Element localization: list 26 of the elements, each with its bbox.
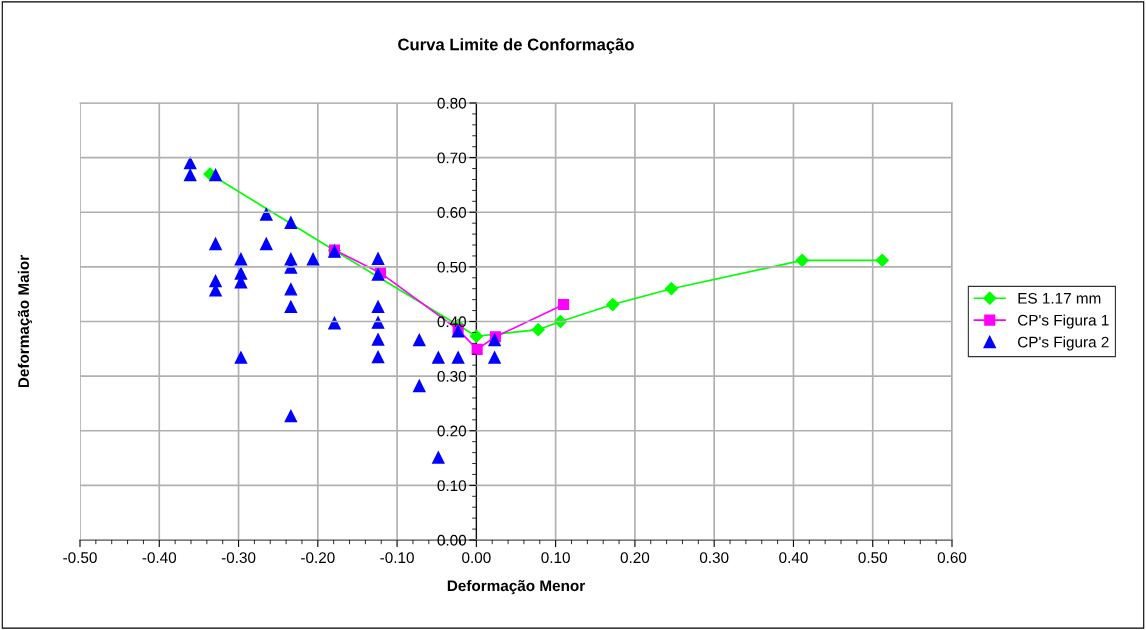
x-tick-label: 0.10 xyxy=(541,552,570,564)
y-tick-label: 0.30 xyxy=(437,370,467,382)
y-tick-label: 0.80 xyxy=(437,97,467,109)
x-tick-label: -0.50 xyxy=(63,552,97,564)
x-tick-label: 0.50 xyxy=(858,552,887,564)
legend-label: CP's Figura 1 xyxy=(1018,314,1109,329)
y-tick-label: 0.60 xyxy=(437,207,467,218)
x-tick-label: -0.20 xyxy=(301,552,335,564)
x-tick-label: -0.40 xyxy=(142,552,177,564)
x-tick-label: 0.60 xyxy=(937,552,967,564)
chart-title: Curva Limite de Conformação xyxy=(398,38,634,54)
y-tick-label: 0.00 xyxy=(437,534,467,546)
y-tick-label: 0.70 xyxy=(437,152,467,164)
x-tick-label: -0.10 xyxy=(380,552,414,564)
x-tick-label: 0.30 xyxy=(699,552,729,564)
x-tick-label: 0.40 xyxy=(779,552,808,564)
y-tick-label: 0.20 xyxy=(437,425,467,437)
legend-label: CP's Figura 2 xyxy=(1018,336,1109,351)
y-axis-title: Deformação Maior xyxy=(17,255,33,388)
y-tick-label: 0.10 xyxy=(437,480,467,492)
legend-label: ES 1.17 mm xyxy=(1018,292,1101,304)
x-axis-title: Deformação Menor xyxy=(447,579,585,595)
x-tick-label: 0.00 xyxy=(462,552,491,564)
y-tick-label: 0.50 xyxy=(437,261,467,273)
x-tick-label: 0.20 xyxy=(620,552,650,564)
x-tick-label: -0.30 xyxy=(221,552,256,564)
